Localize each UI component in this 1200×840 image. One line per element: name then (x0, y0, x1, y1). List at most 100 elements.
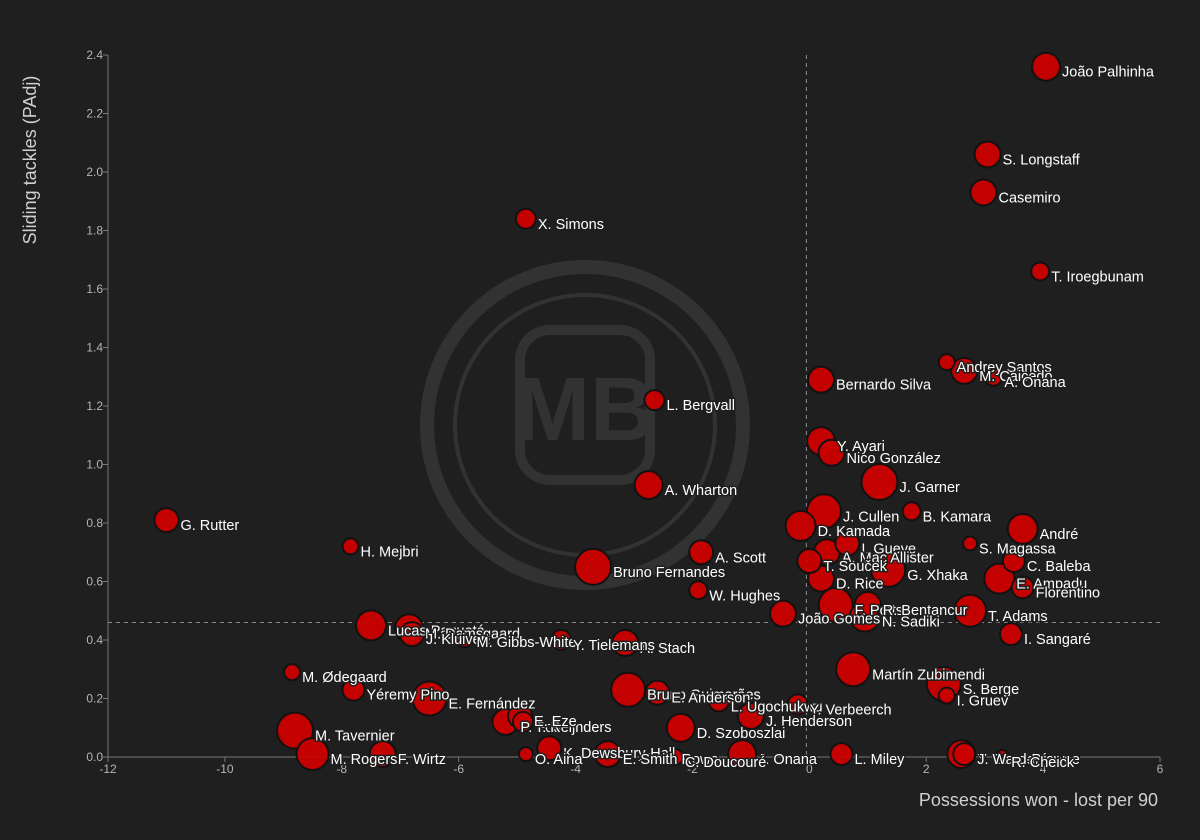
point-label: J. Onana (758, 752, 818, 768)
point-label: S. Longstaff (1003, 152, 1081, 168)
y-tick-label: 0.0 (86, 750, 103, 764)
data-point (817, 438, 846, 467)
data-point (549, 629, 572, 651)
point-label: T. Souček (823, 559, 887, 575)
data-point (633, 469, 664, 500)
data-point (950, 356, 979, 385)
y-tick-label: 0.4 (86, 633, 103, 647)
point-label: P. Foden (520, 720, 577, 736)
data-point (355, 609, 387, 642)
point-label: E. Eze (534, 714, 577, 730)
point-label: S. Berge (963, 682, 1019, 698)
point-label: E. Fernández (448, 697, 535, 713)
x-tick-label: 0 (806, 762, 813, 776)
point-label: J. Kluivert (426, 632, 490, 648)
point-label: N. Sadiki (882, 615, 940, 631)
data-point (962, 535, 979, 552)
point-label: S. Magassa (979, 541, 1056, 557)
data-points (153, 51, 1062, 772)
x-tick-label: -8 (336, 762, 347, 776)
point-label: M. Rogers (331, 752, 398, 768)
data-point (153, 507, 180, 534)
point-label: C. Baleba (1027, 559, 1092, 575)
y-tick-label: 2.0 (86, 165, 103, 179)
point-label: Yéremy Pino (366, 688, 449, 704)
point-label: A. Onana (1004, 375, 1066, 391)
point-label: A. Wharton (665, 483, 738, 499)
data-point (1001, 549, 1026, 574)
data-point (786, 693, 809, 716)
x-tick-label: -6 (453, 762, 464, 776)
data-point (341, 677, 366, 702)
data-point (411, 680, 448, 717)
point-label: X. Simons (538, 217, 604, 233)
x-tick-label: -10 (216, 762, 234, 776)
data-point (644, 679, 671, 706)
point-labels: João Palhinha S. Longstaff Casemiro X. Simo… (179, 63, 1156, 772)
y-tick-label: 2.2 (86, 107, 103, 121)
point-label: M. Ødegaard (302, 670, 387, 686)
x-axis-ticks: -12 -10 -8 -6 -4 -2 0 2 4 6 (99, 757, 1164, 776)
data-point (807, 365, 836, 394)
point-label: M. Caicedo (979, 369, 1052, 385)
reference-lines (108, 55, 1160, 757)
data-point (835, 651, 872, 688)
point-label: J. Ward-Prowse (977, 752, 1080, 768)
point-label: G. Xhaka (907, 568, 968, 584)
data-point (1010, 575, 1035, 600)
point-label: M. Gibbs-White (477, 635, 577, 651)
data-point (514, 207, 537, 230)
point-label: Y. Tielemans (573, 638, 655, 654)
point-label: D. Kamada (818, 524, 891, 540)
data-point (769, 599, 798, 628)
point-label: Lucas Paquetá (388, 623, 486, 639)
data-point (295, 737, 330, 772)
data-point (536, 735, 563, 762)
y-tick-label: 1.0 (86, 458, 103, 472)
data-point (829, 742, 854, 767)
data-point (707, 690, 730, 713)
point-label: André (1040, 527, 1079, 543)
point-label: G. Rutter (180, 518, 239, 534)
point-label: Nico González (847, 451, 941, 467)
point-label: W. Hughes (709, 588, 780, 604)
point-label: L. Miley (854, 752, 905, 768)
data-point (1030, 261, 1051, 282)
point-label: I. Gueye (861, 541, 916, 557)
point-label: K. Dewsbury-Hall (563, 746, 675, 762)
data-point (511, 710, 534, 733)
point-label: Andrey Santos (957, 360, 1052, 376)
point-label: M. Damsgaard (425, 626, 520, 642)
point-label: Martín Zubimendi (872, 667, 985, 683)
data-point (688, 539, 715, 566)
x-tick-label: 6 (1157, 762, 1164, 776)
point-label: F. Potts (855, 603, 903, 619)
x-tick-label: -4 (570, 762, 581, 776)
point-label: E. Smith Rowe (623, 752, 719, 768)
point-label: Bruno Fernandes (613, 565, 725, 581)
point-label: R. Bentancur (883, 603, 968, 619)
point-label: Y. Verbeerch (810, 702, 892, 718)
x-tick-label: -2 (687, 762, 698, 776)
y-axis-title: Sliding tackles (PAdj) (20, 76, 40, 245)
point-label: H. Mejbri (361, 544, 419, 560)
point-label: I. Gruev (957, 694, 1009, 710)
point-label: C. Doucouré (685, 755, 766, 771)
x-tick-label: -12 (99, 762, 117, 776)
watermark-text: MB (515, 360, 655, 460)
data-point (973, 140, 1002, 169)
data-point (853, 590, 882, 619)
point-label: F. Wirtz (398, 752, 446, 768)
data-point (796, 548, 823, 575)
data-point (688, 580, 709, 601)
y-tick-label: 2.4 (86, 48, 103, 62)
point-label: M. Tavernier (315, 729, 395, 745)
point-label: E. Anderson (671, 691, 750, 707)
point-label: T. Reijnders (535, 720, 612, 736)
data-point (574, 547, 613, 586)
y-axis-ticks: 0.0 0.2 0.4 0.6 0.8 1.0 1.2 1.4 1.6 1.8 2.0 2.2 2.4 (86, 48, 108, 764)
data-point (901, 501, 922, 522)
data-point (834, 530, 861, 557)
data-point (665, 712, 696, 743)
point-label: Casemiro (998, 190, 1060, 206)
